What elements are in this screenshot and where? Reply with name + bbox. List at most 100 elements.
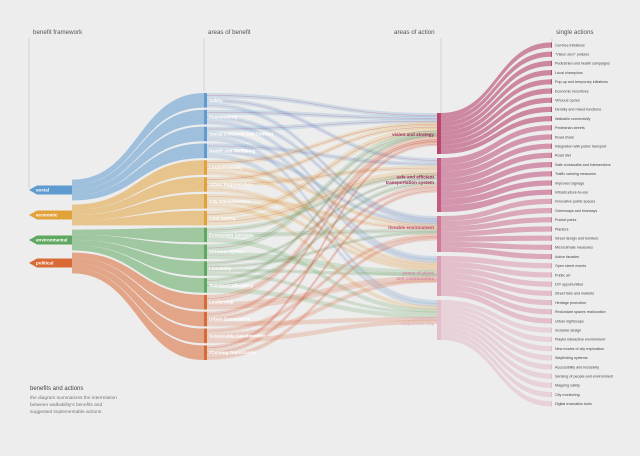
benefit-label: City Attractiveness [209, 199, 251, 204]
benefit-action-line [206, 139, 438, 299]
benefit-action-line [206, 175, 438, 231]
benefit-bar [204, 193, 207, 209]
single-action-tick [551, 373, 552, 379]
benefit-action-flow [207, 236, 437, 360]
single-action-tick [551, 355, 552, 361]
benefit-action-flow [207, 198, 437, 272]
benefit-action-line [206, 126, 438, 180]
single-action-tick [551, 263, 552, 269]
benefit-label: Urban Governance [209, 317, 251, 322]
single-action-tick [551, 134, 552, 140]
single-action-flow [441, 331, 552, 398]
single-action-tick [551, 226, 552, 232]
single-action-flow [441, 88, 552, 141]
framework-flow [72, 143, 204, 201]
benefit-action-line [206, 189, 438, 268]
benefit-action-line [206, 143, 438, 349]
framework-arrow [29, 210, 72, 220]
benefit-labels: Safety Placemaking Social Cohesion and Com… [209, 98, 274, 355]
benefit-action-flow [207, 102, 437, 221]
framework-flow [72, 257, 204, 327]
benefit-action-line [206, 123, 438, 164]
single-action-flow [441, 326, 552, 388]
benefit-bar [204, 244, 207, 260]
benefit-bar [204, 160, 207, 175]
single-action-label: Car-free initiatives [555, 43, 585, 47]
caption-line-3: suggested implementable actions. [30, 409, 103, 415]
benefit-action-line [206, 116, 438, 222]
benefit-action-line [206, 255, 438, 274]
single-action-flow [441, 246, 552, 260]
benefit-action-flow [207, 176, 437, 265]
action-label: vision and strategy [392, 132, 434, 137]
single-action-tick [551, 42, 552, 48]
framework-label-economic: economic [36, 213, 58, 218]
single-action-label: Wayfinding systems [555, 356, 588, 360]
single-action-tick [551, 235, 552, 241]
single-action-tick [551, 318, 552, 324]
action-label: and communities [396, 276, 434, 281]
benefit-action-flow [207, 143, 437, 167]
single-action-tick [551, 51, 552, 57]
benefit-bar [204, 261, 207, 276]
benefit-action-flow [207, 184, 437, 322]
action-label: smart and [412, 316, 434, 321]
single-action-flow [441, 106, 552, 150]
benefit-bar [204, 210, 207, 226]
framework-arrow [29, 258, 72, 268]
framework-flow [72, 177, 204, 215]
single-action-flow [441, 317, 552, 370]
single-action-label: Integration with public transport [555, 145, 606, 149]
caption-title: benefits and actions [30, 386, 83, 392]
benefit-bar [204, 345, 207, 360]
single-action-label: Economic incentives [555, 89, 589, 93]
header-benefit-framework: benefit framework [33, 29, 83, 36]
single-action-tick [551, 217, 552, 223]
framework-flow [72, 193, 204, 221]
single-action-label: Heritage promotion [555, 301, 586, 305]
single-action-flow [441, 79, 552, 136]
single-action-label: Road share [555, 135, 574, 139]
single-action-label: Digital evaluation tools [555, 402, 592, 406]
benefit-action-flow [207, 231, 437, 269]
single-action-label: DIY opportunities [555, 283, 583, 287]
single-action-flow [441, 300, 552, 333]
benefit-action-flow [207, 319, 437, 344]
benefit-action-line [206, 95, 438, 116]
single-action-tick [551, 125, 552, 131]
single-action-flow [441, 134, 552, 172]
benefit-action-flow [207, 275, 437, 310]
benefit-action-flow [207, 135, 437, 303]
single-action-tick [551, 346, 552, 352]
benefit-action-line [206, 104, 438, 219]
benefit-label: Safety [209, 98, 223, 103]
action-bar [437, 158, 441, 212]
benefit-bar [204, 109, 207, 125]
single-action-tick [551, 152, 552, 158]
benefit-action-flow [207, 173, 437, 233]
single-action-flow [441, 70, 552, 132]
single-action-label: Active facades [555, 255, 579, 259]
single-action-flow [441, 143, 552, 179]
benefit-action-flow [207, 316, 437, 327]
benefit-action-flow [207, 188, 437, 356]
benefit-action-line [206, 130, 438, 215]
single-action-label: Pedestrian streets [555, 126, 585, 130]
single-action-label: Pocket parks [555, 218, 576, 222]
single-action-flow [441, 256, 552, 269]
benefit-action-flow [207, 180, 437, 288]
benefit-action-flow [207, 278, 437, 339]
benefit-label: Liveability [209, 266, 232, 271]
benefit-label: Ecosystem Services [209, 232, 254, 237]
single-action-label: Innovative public spaces [555, 200, 595, 204]
framework-flow [72, 245, 204, 293]
single-action-flow [441, 313, 552, 361]
benefit-bar [204, 143, 207, 159]
benefit-action-flow [207, 287, 437, 319]
benefit-label: Sustainable Development [209, 333, 265, 338]
benefit-action-line [206, 196, 438, 229]
header-areas-of-benefit: areas of benefit [208, 29, 251, 36]
single-action-label: Redundant spaces reallocation [555, 310, 606, 314]
single-action-flow [441, 171, 552, 199]
single-action-label: Accessibility and inclusivity [555, 365, 599, 369]
